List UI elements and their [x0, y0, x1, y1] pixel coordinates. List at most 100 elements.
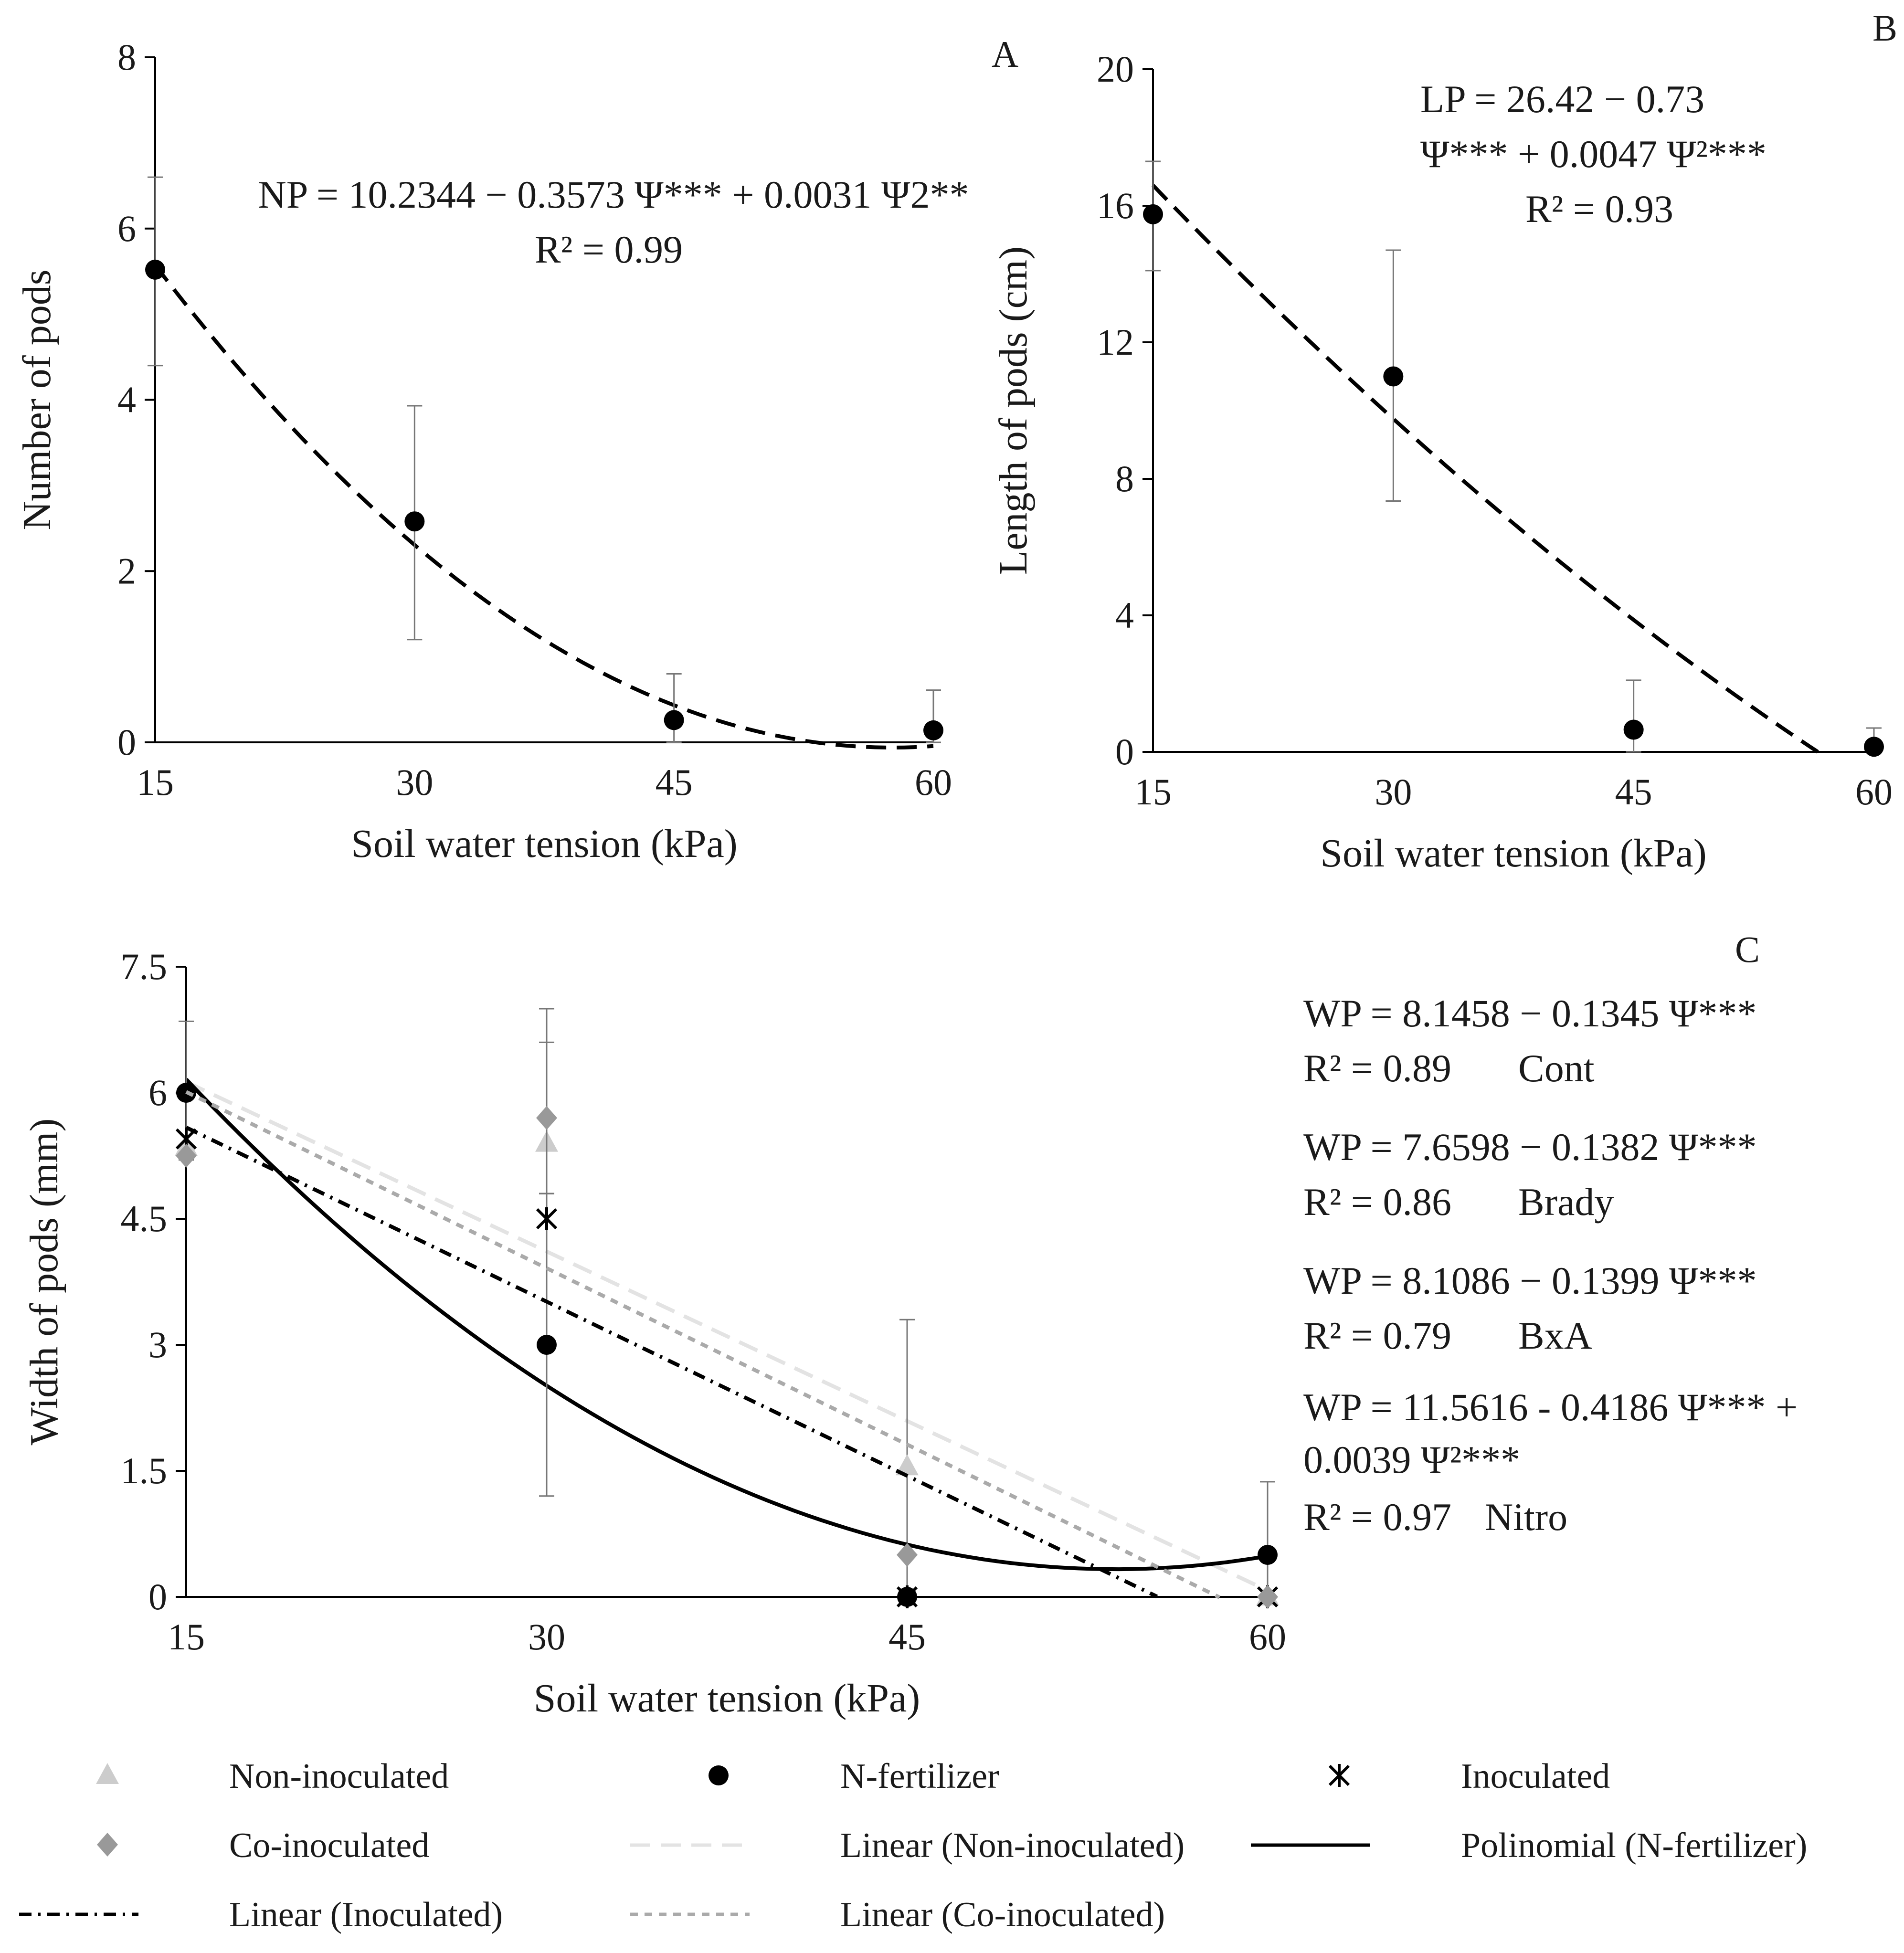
x-tick-label: 60	[1855, 771, 1893, 813]
y-tick-label: 4	[1115, 594, 1134, 636]
x-tick-label: 30	[528, 1616, 565, 1657]
legend-label: Linear (Non-inoculated)	[840, 1826, 1185, 1865]
x-tick-label: 60	[915, 761, 952, 803]
y-axis-title: Length of pods (cm)	[991, 246, 1036, 575]
trend-line	[185, 1078, 1268, 1572]
panel-letter: C	[1735, 929, 1760, 970]
legend-marker-swatch	[96, 1763, 119, 1784]
data-point	[1257, 1585, 1278, 1609]
y-tick-label: 8	[117, 36, 136, 78]
y-tick-label: 7.5	[121, 946, 168, 987]
equation-r2: R² = 0.89	[1303, 1046, 1451, 1090]
data-point	[896, 1585, 918, 1608]
y-tick-label: 3	[148, 1324, 167, 1365]
x-tick-label: 60	[1249, 1616, 1286, 1657]
data-point	[1623, 719, 1644, 740]
panel-letter: A	[992, 33, 1018, 75]
data-point	[1383, 366, 1404, 387]
y-tick-label: 0	[117, 721, 136, 763]
y-tick-label: 1.5	[121, 1450, 168, 1491]
trend-line	[153, 264, 934, 750]
legend-marker-swatch	[97, 1833, 118, 1857]
equation-line: LP = 26.42 − 0.73	[1420, 77, 1704, 121]
data-point	[664, 710, 684, 730]
data-point	[536, 1207, 558, 1230]
equation-tag: Brady	[1518, 1180, 1614, 1224]
y-tick-label: 8	[1115, 458, 1134, 499]
data-point	[896, 1454, 919, 1476]
equation-tag: Nitro	[1485, 1495, 1567, 1539]
axes: 0 1.5 3 4.5 6 7.5 15 30 45 60 Soil water tension (…	[22, 946, 1286, 1721]
trend-line	[1152, 184, 1819, 754]
x-tick-label: 15	[168, 1616, 205, 1657]
legend-label: Inoculated	[1461, 1757, 1610, 1796]
equation-line: WP = 7.6598 − 0.1382 Ψ***	[1303, 1125, 1756, 1169]
y-tick-label: 20	[1097, 48, 1134, 90]
y-tick-label: 2	[117, 550, 136, 591]
panel-a-chart: 0 2 4 6 8 15 30 45 60 Soil water tension (kPa) Num…	[15, 33, 1018, 866]
legend-marker-swatch	[1328, 1764, 1350, 1787]
data-point	[897, 1543, 918, 1567]
y-tick-label: 16	[1097, 185, 1134, 226]
equation-line: WP = 11.5616 - 0.4186 Ψ*** +	[1303, 1385, 1798, 1429]
y-tick-label: 6	[148, 1072, 167, 1113]
legend-label: Co-inoculated	[229, 1826, 429, 1865]
series-number-of-pods	[145, 176, 943, 750]
equation-r2: R² = 0.97	[1303, 1495, 1451, 1539]
y-tick-label: 4	[117, 379, 136, 421]
trend-line	[185, 1090, 1221, 1599]
data-point	[176, 1144, 197, 1168]
panel-b-chart: 0 4 8 12 16 20 15 30 45 60 Soil water tension (kPa…	[991, 7, 1897, 876]
x-tick-label: 30	[396, 761, 433, 803]
legend-label: Linear (Inoculated)	[229, 1895, 503, 1934]
x-axis-title: Soil water tension (kPa)	[1320, 831, 1707, 876]
y-tick-label: 6	[117, 208, 136, 249]
x-tick-label: 15	[1134, 771, 1172, 813]
legend-item: Linear (Inoculated)	[19, 1895, 503, 1934]
y-tick-label: 0	[148, 1576, 167, 1617]
legend-item: Linear (Co-inoculated)	[630, 1895, 1165, 1934]
data-point	[1143, 204, 1163, 224]
series-length-of-pods	[1143, 160, 1884, 757]
x-axis-title: Soil water tension (kPa)	[534, 1676, 920, 1721]
y-tick-label: 4.5	[121, 1198, 168, 1239]
data-point	[923, 720, 943, 740]
legend-item: N-fertilizer	[709, 1757, 999, 1796]
y-axis-title: Width of pods (mm)	[22, 1119, 66, 1446]
series-non-inoculated	[175, 1041, 1279, 1605]
equation-r2: R² = 0.93	[1525, 187, 1673, 231]
data-point	[536, 1106, 557, 1130]
equation-line: Ψ*** + 0.0047 Ψ²***	[1420, 132, 1766, 176]
y-tick-label: 12	[1097, 321, 1134, 363]
axes: 0 4 8 12 16 20 15 30 45 60 Soil water tension (kPa…	[991, 48, 1893, 876]
data-point	[1258, 1545, 1278, 1565]
equation-tag: BxA	[1518, 1314, 1592, 1357]
data-point	[537, 1335, 557, 1355]
equation-line: WP = 8.1086 − 0.1399 Ψ***	[1303, 1259, 1756, 1302]
legend-item: Linear (Non-inoculated)	[630, 1826, 1185, 1865]
data-point	[404, 511, 425, 532]
x-tick-label: 45	[889, 1616, 926, 1657]
axes: 0 2 4 6 8 15 30 45 60 Soil water tension (kPa) Num…	[15, 36, 952, 866]
equation-line: WP = 8.1458 − 0.1345 Ψ***	[1303, 992, 1756, 1035]
legend-label: Linear (Co-inoculated)	[840, 1895, 1165, 1934]
legend-item: Polinomial (N-fertilizer)	[1251, 1826, 1807, 1865]
equation-r2: R² = 0.86	[1303, 1180, 1451, 1224]
data-point	[145, 259, 165, 280]
equation-line: NP = 10.2344 − 0.3573 Ψ*** + 0.0031 Ψ2**	[258, 173, 969, 216]
panel-c-legend: Non-inoculated N-fertilizer Inoculated Co-i…	[19, 1757, 1807, 1934]
legend-item: Non-inoculated	[96, 1757, 449, 1796]
equation-r2: R² = 0.79	[1303, 1314, 1451, 1357]
x-tick-label: 15	[137, 761, 174, 803]
x-axis-title: Soil water tension (kPa)	[351, 822, 738, 866]
legend-label: Polinomial (N-fertilizer)	[1461, 1826, 1807, 1865]
legend-item: Co-inoculated	[97, 1826, 429, 1865]
panel-c-chart: 0 1.5 3 4.5 6 7.5 15 30 45 60 Soil water tension (…	[22, 929, 1798, 1721]
series-co-inoculated	[176, 1008, 1278, 1609]
data-point	[1864, 737, 1884, 757]
series-inoculated	[175, 1126, 1279, 1608]
y-tick-label: 0	[1115, 731, 1134, 772]
trend-line	[185, 1126, 1158, 1598]
equation-line: 0.0039 Ψ²***	[1303, 1438, 1520, 1481]
